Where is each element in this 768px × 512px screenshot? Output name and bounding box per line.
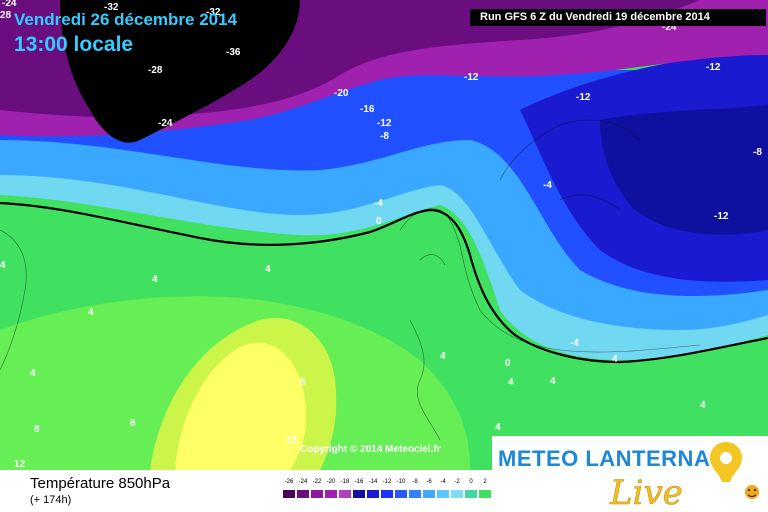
scale-tick-label: 2 <box>483 479 487 485</box>
contour-label: -32 <box>104 2 119 13</box>
contour-label: -24 <box>2 0 17 9</box>
scale-swatch <box>451 490 463 498</box>
contour-label: 28 <box>0 10 12 21</box>
scale-tick-label: -14 <box>368 479 378 485</box>
scale-swatch <box>297 490 309 498</box>
scale-tick-label: -12 <box>382 479 392 485</box>
copyright: Copyright © 2014 Meteociel.fr <box>300 444 441 455</box>
scale-swatch <box>465 490 477 498</box>
scale-swatch <box>353 490 365 498</box>
contour-label: 4 <box>700 400 706 411</box>
lead-time-label: (+ 174h) <box>30 494 72 506</box>
contour-label: -24 <box>662 22 677 33</box>
scale-tick-label: -24 <box>298 479 308 485</box>
scale-swatch <box>367 490 379 498</box>
contour-label: -4 <box>374 198 383 209</box>
color-scale: -26 -24 -22 -20 -18 -16 -14 -12 -10 -8 -6 -4 -2 0 2 <box>282 479 502 509</box>
contour-label: 4 <box>30 368 36 379</box>
scale-swatch <box>395 490 407 498</box>
contour-label: -32 <box>206 7 221 18</box>
forecast-date: Vendredi 26 décembre 2014 <box>14 10 238 29</box>
scale-swatch <box>437 490 449 498</box>
contour-label: 8 <box>300 377 306 388</box>
coastline-scandinavia <box>499 119 641 211</box>
scale-swatch <box>381 490 393 498</box>
run-info-box <box>470 9 766 26</box>
contour-label: 4 <box>88 307 94 318</box>
lamp-icon <box>710 442 742 482</box>
scale-swatch <box>409 490 421 498</box>
contour-label: -12 <box>706 62 721 73</box>
contour-label: 4 <box>152 274 158 285</box>
coastline-europe <box>399 208 701 441</box>
contour-label: -4 <box>543 180 552 191</box>
scale-tick-label: -8 <box>412 479 418 485</box>
scale-tick-label: -16 <box>354 479 364 485</box>
scale-tick-label: -20 <box>326 479 336 485</box>
meteo-lanterna-logo: METEO LANTERNA Live <box>492 436 768 512</box>
scale-tick-label: -2 <box>454 479 460 485</box>
contour-label: -12 <box>714 211 729 222</box>
contour-label: 12 <box>14 459 26 470</box>
contour-label: 8 <box>130 418 136 429</box>
contour-label: -12 <box>464 72 479 83</box>
contour-label: -4 <box>570 338 579 349</box>
scale-tick-label: -18 <box>340 479 350 485</box>
contour-label: 4 <box>0 260 6 271</box>
contour-label: 8 <box>34 424 40 435</box>
contour-label: -16 <box>360 104 375 115</box>
scale-swatch <box>311 490 323 498</box>
logo-brand: METEO LANTERNA <box>498 446 710 471</box>
scale-tick-label: -6 <box>426 479 432 485</box>
contour-label: -36 <box>226 47 241 58</box>
sun-icon <box>745 485 759 499</box>
contour-label: 4 <box>495 422 501 433</box>
contour-label: -28 <box>148 65 163 76</box>
scale-swatch <box>339 490 351 498</box>
forecast-time: 13:00 locale <box>14 33 134 56</box>
scale-tick-label: -10 <box>396 479 406 485</box>
logo-tagline: Live <box>609 473 683 512</box>
scale-swatch <box>479 490 491 498</box>
contour-label: -12 <box>377 118 392 129</box>
contour-label: 4 <box>612 354 618 365</box>
core-cold-zone <box>600 105 768 235</box>
scale-swatch <box>423 490 435 498</box>
contour-label: -8 <box>753 147 762 158</box>
contour-label: 12 <box>286 435 298 446</box>
scale-swatch <box>283 490 295 498</box>
zero-isotherm-label: 0 <box>376 216 382 227</box>
contour-label: -24 <box>158 118 173 129</box>
coastline-america <box>0 229 27 371</box>
parameter-label: Température 850hPa <box>30 475 171 492</box>
contour-label: 4 <box>440 351 446 362</box>
warm-yellow-zone <box>175 342 307 470</box>
scale-tick-label: 0 <box>469 479 473 485</box>
run-info: Run GFS 6 Z du Vendredi 19 décembre 2014 <box>480 11 710 23</box>
greenland-zone <box>60 0 300 143</box>
contour-label: -12 <box>576 92 591 103</box>
contour-label: -20 <box>334 88 349 99</box>
contour-label: 4 <box>265 264 271 275</box>
scale-swatch <box>325 490 337 498</box>
zero-isotherm-line <box>0 201 768 364</box>
contour-label: 4 <box>550 376 556 387</box>
scale-tick-label: -4 <box>440 479 446 485</box>
scale-tick-label: -26 <box>284 479 294 485</box>
scale-tick-label: -22 <box>312 479 322 485</box>
contour-label: -8 <box>380 131 389 142</box>
contour-label: 0 <box>505 358 511 369</box>
contour-label: 4 <box>508 377 514 388</box>
